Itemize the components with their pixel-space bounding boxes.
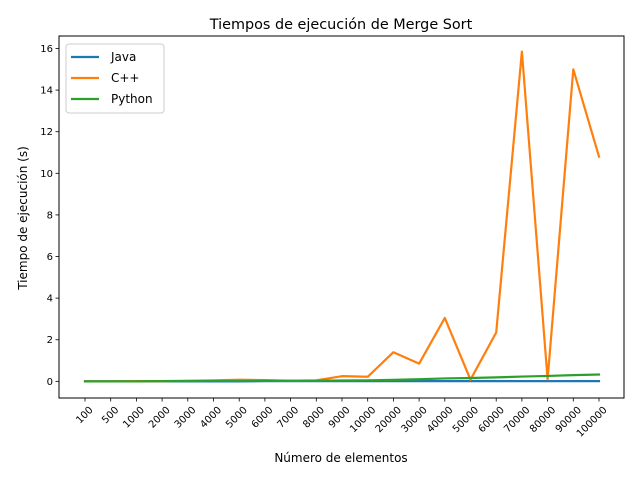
x-tick-label: 7000: [275, 405, 301, 431]
x-tick-label: 40000: [425, 405, 455, 435]
legend-label: Java: [110, 50, 136, 64]
series-line-python: [83, 373, 601, 383]
legend-label: Python: [111, 92, 153, 106]
legend: Java C++ Python: [65, 43, 165, 114]
x-tick-label: 500: [100, 405, 121, 426]
x-tick-label: 80000: [528, 405, 558, 435]
x-tick-label: 2000: [147, 405, 173, 431]
x-axis-title: Número de elementos: [274, 451, 407, 465]
legend-label: C++: [111, 71, 140, 85]
y-tick-label: 10: [40, 169, 53, 180]
y-tick-label: 2: [47, 335, 53, 346]
x-tick-label: 8000: [301, 405, 327, 431]
x-tick-label: 30000: [399, 405, 429, 435]
y-axis-title: Tiempo de ejecución (s): [16, 146, 30, 291]
x-tick-label: 100: [74, 405, 95, 426]
y-tick-label: 8: [47, 210, 53, 221]
x-tick-label: 50000: [451, 405, 481, 435]
y-tick-label: 16: [40, 44, 53, 55]
y-tick-label: 4: [47, 294, 53, 305]
plot-frame: [58, 35, 625, 399]
x-tick-label: 10000: [348, 405, 378, 435]
y-tick-label: 0: [47, 377, 53, 388]
x-tick-label: 60000: [477, 405, 507, 435]
x-tick-label: 1000: [121, 405, 147, 431]
x-tick-label: 5000: [224, 405, 250, 431]
x-tick-label: 70000: [502, 405, 532, 435]
x-tick-label: 20000: [374, 405, 404, 435]
chart-title: Tiempos de ejecución de Merge Sort: [209, 17, 473, 33]
y-tick-label: 14: [40, 86, 53, 97]
x-tick-label: 4000: [198, 405, 224, 431]
x-tick-label: 6000: [250, 405, 276, 431]
y-tick-label: 6: [47, 252, 53, 263]
x-tick-label: 3000: [173, 405, 199, 431]
y-tick-label: 12: [40, 127, 53, 138]
legend-box: [65, 43, 165, 114]
